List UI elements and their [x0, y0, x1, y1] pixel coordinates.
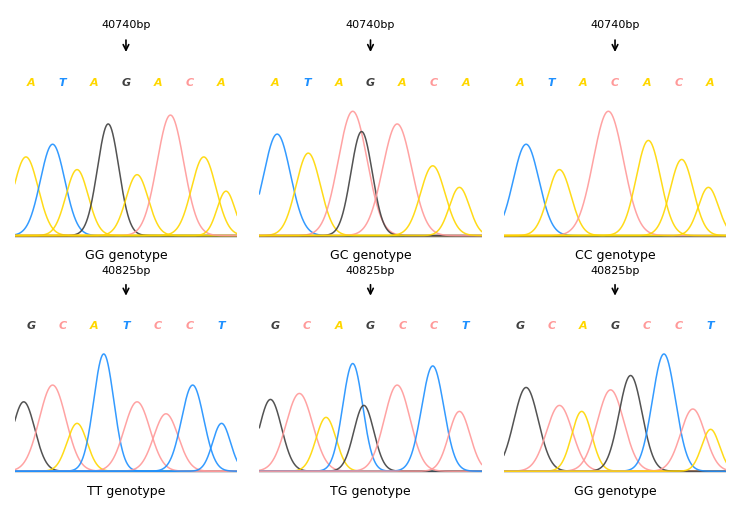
Text: 40740bp: 40740bp	[591, 20, 639, 30]
Text: A: A	[579, 322, 588, 331]
Text: T: T	[59, 78, 66, 88]
Text: A: A	[334, 322, 343, 331]
Text: GG genotype: GG genotype	[84, 249, 167, 263]
Text: C: C	[153, 322, 162, 331]
Text: A: A	[90, 322, 99, 331]
Text: T: T	[548, 78, 555, 88]
Text: TT genotype: TT genotype	[87, 485, 165, 498]
Text: C: C	[185, 78, 193, 88]
Text: 40825bp: 40825bp	[346, 266, 395, 276]
Text: 40825bp: 40825bp	[102, 266, 150, 276]
Text: T: T	[122, 322, 130, 331]
Text: A: A	[217, 78, 225, 88]
Text: G: G	[366, 78, 375, 88]
Text: G: G	[26, 322, 36, 331]
Text: CC genotype: CC genotype	[575, 249, 655, 263]
Text: T: T	[462, 322, 470, 331]
Text: 40740bp: 40740bp	[346, 20, 395, 30]
Text: C: C	[185, 322, 193, 331]
Text: C: C	[611, 78, 619, 88]
Text: 40825bp: 40825bp	[591, 266, 639, 276]
Text: G: G	[611, 322, 619, 331]
Text: C: C	[398, 322, 406, 331]
Text: C: C	[642, 322, 651, 331]
Text: TG genotype: TG genotype	[330, 485, 411, 498]
Text: GG genotype: GG genotype	[574, 485, 657, 498]
Text: T: T	[303, 78, 310, 88]
Text: C: C	[548, 322, 556, 331]
Text: A: A	[462, 78, 470, 88]
Text: A: A	[516, 78, 524, 88]
Text: C: C	[674, 322, 682, 331]
Text: A: A	[398, 78, 407, 88]
Text: GC genotype: GC genotype	[330, 249, 411, 263]
Text: G: G	[270, 322, 280, 331]
Text: C: C	[430, 322, 438, 331]
Text: A: A	[153, 78, 162, 88]
Text: C: C	[430, 78, 438, 88]
Text: T: T	[217, 322, 225, 331]
Text: C: C	[59, 322, 67, 331]
Text: A: A	[706, 78, 714, 88]
Text: A: A	[579, 78, 588, 88]
Text: C: C	[303, 322, 311, 331]
Text: G: G	[515, 322, 525, 331]
Text: A: A	[642, 78, 651, 88]
Text: C: C	[674, 78, 682, 88]
Text: T: T	[706, 322, 714, 331]
Text: A: A	[90, 78, 99, 88]
Text: A: A	[27, 78, 35, 88]
Text: G: G	[122, 78, 130, 88]
Text: G: G	[366, 322, 375, 331]
Text: A: A	[271, 78, 279, 88]
Text: A: A	[334, 78, 343, 88]
Text: 40740bp: 40740bp	[102, 20, 150, 30]
